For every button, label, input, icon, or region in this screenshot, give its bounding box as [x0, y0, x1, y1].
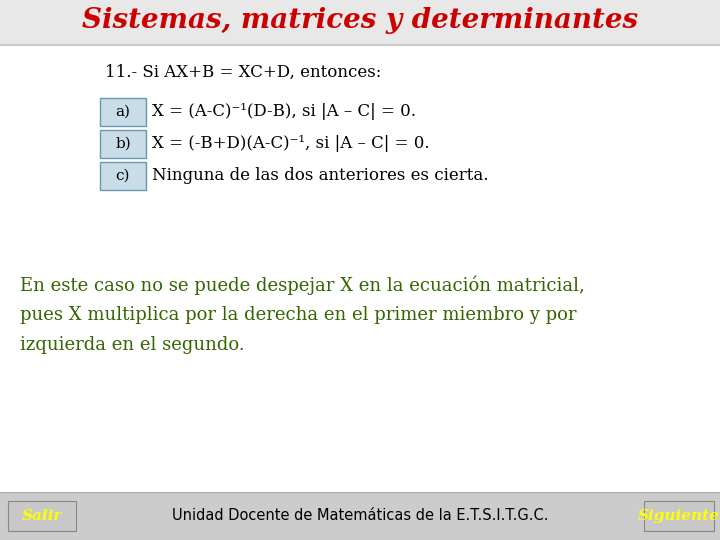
Text: izquierda en el segundo.: izquierda en el segundo. — [20, 336, 245, 354]
Text: c): c) — [116, 169, 130, 183]
Text: Siguiente: Siguiente — [638, 509, 720, 523]
FancyBboxPatch shape — [100, 162, 146, 190]
Text: Sistemas, matrices y determinantes: Sistemas, matrices y determinantes — [82, 8, 638, 35]
Text: Unidad Docente de Matemáticas de la E.T.S.I.T.G.C.: Unidad Docente de Matemáticas de la E.T.… — [172, 509, 548, 523]
Text: a): a) — [115, 105, 130, 119]
FancyBboxPatch shape — [8, 501, 76, 531]
Text: Salir: Salir — [22, 509, 62, 523]
Text: Ninguna de las dos anteriores es cierta.: Ninguna de las dos anteriores es cierta. — [152, 167, 488, 185]
Text: X = (-B+D)(A-C)⁻¹, si |A – C| = 0.: X = (-B+D)(A-C)⁻¹, si |A – C| = 0. — [152, 136, 430, 152]
FancyBboxPatch shape — [0, 492, 720, 540]
FancyBboxPatch shape — [644, 501, 714, 531]
Text: pues X multiplica por la derecha en el primer miembro y por: pues X multiplica por la derecha en el p… — [20, 306, 577, 324]
Text: b): b) — [115, 137, 131, 151]
Text: 11.- Si AX+B = XC+D, entonces:: 11.- Si AX+B = XC+D, entonces: — [105, 64, 382, 80]
Text: En este caso no se puede despejar X en la ecuación matricial,: En este caso no se puede despejar X en l… — [20, 275, 585, 295]
Text: X = (A-C)⁻¹(D-B), si |A – C| = 0.: X = (A-C)⁻¹(D-B), si |A – C| = 0. — [152, 104, 416, 120]
FancyBboxPatch shape — [100, 98, 146, 126]
FancyBboxPatch shape — [100, 130, 146, 158]
FancyBboxPatch shape — [0, 0, 720, 45]
